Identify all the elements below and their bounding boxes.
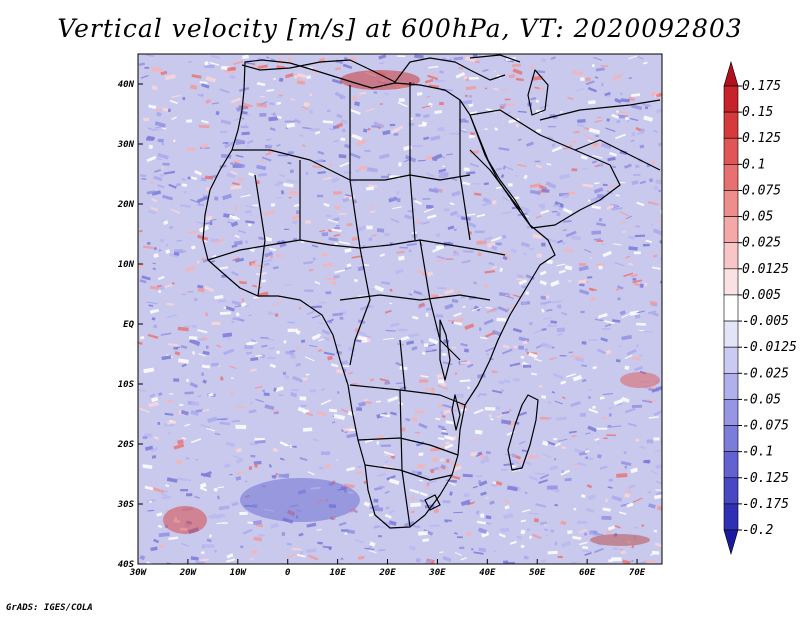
- red-sea-border: [469, 149, 521, 211]
- field-background: [138, 54, 662, 564]
- lat-tick-label: 40S: [118, 560, 135, 570]
- colorbar-swatch: [723, 346, 739, 374]
- border-angola: [399, 339, 406, 391]
- colorbar-level-label: 0.075: [742, 183, 781, 198]
- black-sea-coast: [469, 54, 521, 63]
- colorbar-swatch: [723, 137, 739, 165]
- border-southern-tip: [399, 389, 411, 528]
- lon-tick-label: 10W: [230, 568, 248, 578]
- colorbar-top-arrow: [723, 60, 739, 87]
- colorbar-level-label: -0.025: [742, 366, 789, 381]
- madagascar-outline: [507, 394, 539, 471]
- colorbar-level-label: -0.005: [742, 314, 789, 329]
- colorbar-level-label: 0.15: [742, 105, 773, 120]
- colorbar-swatch: [723, 111, 739, 139]
- lat-tick-label: 10S: [118, 380, 135, 390]
- colorbar-swatch: [723, 372, 739, 400]
- border-south-1: [349, 384, 466, 406]
- colorbar-level-label: 0.125: [742, 131, 781, 146]
- axis-ticks: 30W 20W 10W 0 10E 20E 30E 40E 50E 60E 70E 40N 30N 20N…: [117, 80, 646, 578]
- iran-border: [539, 99, 661, 121]
- lon-tick-label: 0: [285, 568, 291, 578]
- colorbar-level-label: -0.075: [742, 419, 789, 434]
- colorbar-swatch: [723, 164, 739, 191]
- border-south-3: [364, 464, 453, 481]
- colorbar-swatch: [723, 503, 739, 531]
- coastlines-and-borders: [202, 54, 661, 529]
- lat-tick-label: 20S: [117, 440, 135, 450]
- colorbar-swatch: [723, 451, 739, 479]
- africa-coastline: [202, 59, 556, 529]
- colorbar-swatch: [723, 242, 739, 270]
- colorbar: 0.175 0.15 0.125 0.1 0.075 0.05 0.025 0.0125 0.0…: [723, 60, 797, 556]
- map-frame: [137, 53, 663, 565]
- lon-tick-label: 60E: [579, 568, 596, 578]
- colorbar-bottom-arrow: [723, 529, 739, 556]
- colorbar-level-label: -0.05: [742, 392, 781, 407]
- border-vertical-1: [349, 85, 361, 249]
- colorbar-level-label: 0.1: [742, 157, 765, 172]
- lon-tick-label: 20E: [378, 568, 396, 578]
- lon-tick-label: 20W: [179, 568, 198, 578]
- persian-gulf-coast: [574, 139, 661, 171]
- lon-tick-label: 70E: [629, 568, 646, 578]
- lat-tick-label: 30N: [117, 140, 135, 150]
- great-lakes: [439, 319, 451, 381]
- colorbar-level-label: -0.175: [742, 497, 789, 512]
- colorbar-level-label: 0.005: [742, 288, 781, 303]
- lon-tick-label: 50E: [529, 568, 546, 578]
- velocity-field-texture: [138, 54, 662, 564]
- colorbar-level-label: -0.1: [742, 445, 773, 460]
- colorbar-swatch: [723, 477, 739, 505]
- border-vertical-2: [409, 82, 416, 241]
- colorbar-level-label: 0.05: [742, 210, 773, 225]
- grads-credit: GrADS: IGES/COLA: [6, 603, 93, 613]
- border-vertical-3: [459, 100, 471, 241]
- colorbar-level-label: -0.0125: [742, 340, 797, 355]
- lat-tick-label: 10N: [118, 260, 135, 270]
- lat-tick-label: EQ: [123, 320, 134, 330]
- colorbar-level-label: -0.125: [742, 471, 789, 486]
- border-east: [419, 239, 461, 361]
- border-central: [339, 294, 491, 301]
- lat-tick-label: 20N: [117, 200, 135, 210]
- border-west-africa: [254, 174, 266, 297]
- colorbar-swatch: [723, 268, 739, 296]
- colorbar-level-label: 0.175: [742, 79, 781, 94]
- colorbar-swatch: [723, 425, 739, 452]
- map-title: Vertical velocity [m/s] at 600hPa, VT: 2…: [57, 14, 743, 43]
- colorbar-swatch: [723, 190, 739, 217]
- border-congo: [349, 247, 371, 366]
- colorbar-swatch: [723, 294, 739, 322]
- lesotho-border: [424, 494, 441, 511]
- lake-malawi: [451, 394, 461, 431]
- colorbar-swatch: [723, 216, 739, 244]
- lon-tick-label: 30W: [129, 568, 148, 578]
- colorbar-swatch: [723, 85, 739, 113]
- colorbar-swatch: [723, 320, 739, 348]
- border-south-2: [357, 437, 459, 456]
- colorbar-level-label: -0.2: [742, 523, 773, 538]
- data-map-panel: [137, 53, 663, 565]
- lat-tick-label: 40N: [118, 80, 135, 90]
- caspian-outline: [527, 69, 549, 116]
- lon-tick-label: 10E: [329, 568, 346, 578]
- mediterranean-north-coast: [241, 57, 506, 83]
- border-sahara-north: [232, 149, 471, 181]
- lat-tick-label: 30S: [117, 500, 135, 510]
- colorbar-level-label: 0.0125: [742, 262, 789, 277]
- lon-tick-label: 30E: [428, 568, 446, 578]
- colorbar-level-label: 0.025: [742, 236, 781, 251]
- lon-tick-label: 40E: [479, 568, 496, 578]
- colorbar-swatch: [723, 399, 739, 426]
